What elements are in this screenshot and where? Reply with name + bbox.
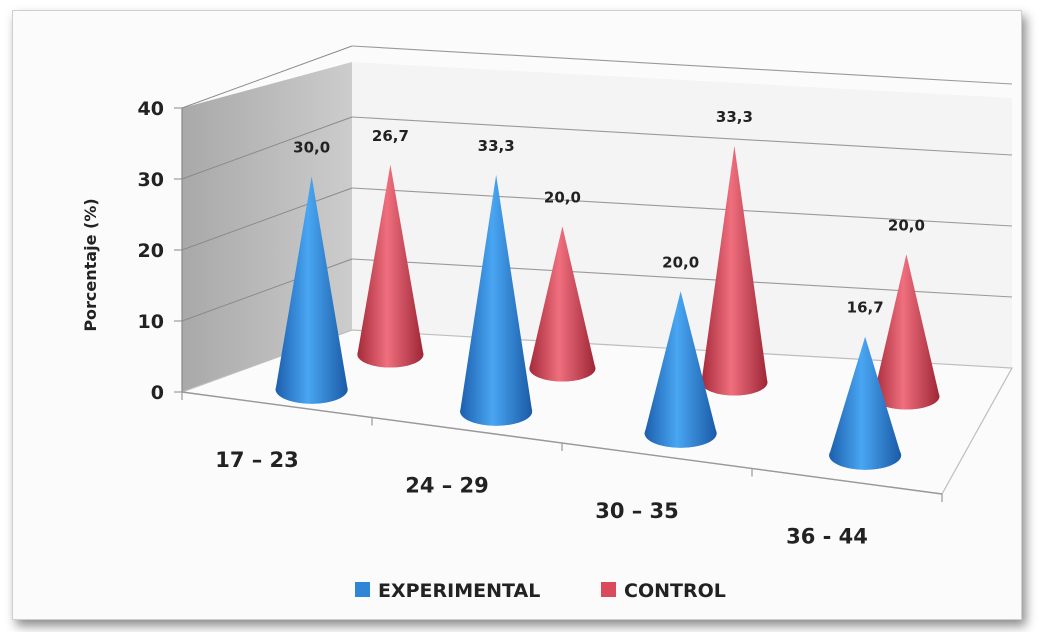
x-category-label: 24 – 29 [405, 473, 489, 497]
cone-experimental-1 [460, 174, 533, 426]
cone-body [529, 226, 596, 382]
legend-label-control: CONTROL [624, 580, 726, 602]
data-label: 16,7 [847, 299, 884, 317]
data-label: 30,0 [293, 138, 330, 156]
cone-body [275, 176, 348, 404]
x-category-label: 30 – 35 [595, 499, 679, 523]
legend-swatch-experimental [355, 582, 370, 597]
gridline-side [181, 116, 353, 180]
y-tick-label: 0 [151, 382, 164, 404]
y-axis-label: Porcentaje (%) [81, 198, 100, 331]
cone-body [644, 291, 717, 448]
cone-control-1 [529, 226, 596, 382]
y-tick-label: 10 [138, 311, 164, 333]
gridline [351, 116, 1013, 156]
gridline-side [181, 187, 353, 251]
data-label: 33,3 [716, 108, 753, 126]
data-label: 26,7 [372, 127, 409, 145]
data-label: 20,0 [662, 253, 699, 271]
cone-body [357, 164, 424, 368]
back-wall [352, 62, 1012, 368]
cone-experimental-2 [644, 291, 717, 448]
cone-body [701, 145, 768, 396]
y-tick-label: 20 [138, 240, 164, 262]
cone-body [829, 336, 902, 470]
gridlines [181, 45, 1013, 322]
cone-control-2 [701, 145, 768, 396]
cone-experimental-3 [829, 336, 902, 470]
cone-control-0 [357, 164, 424, 368]
cones [275, 145, 940, 470]
legend: EXPERIMENTAL CONTROL [355, 580, 726, 602]
gridline [351, 45, 1013, 85]
y-axis: 0 10 20 30 40 [138, 98, 183, 404]
gridline [351, 187, 1013, 227]
cone-body [873, 254, 940, 410]
cone-body [460, 174, 533, 426]
x-axis: 17 – 23 24 – 29 30 – 35 36 - 44 [181, 391, 943, 548]
y-tick-label: 40 [138, 98, 164, 120]
x-category-label: 17 – 23 [215, 448, 299, 472]
cone-experimental-0 [275, 176, 348, 404]
data-labels: 26,7 20,0 33,3 20,0 30,0 33,3 20,0 16,7 [293, 108, 925, 317]
x-category-label: 36 - 44 [786, 524, 868, 548]
data-label: 20,0 [544, 188, 581, 206]
y-tick-label: 30 [138, 169, 164, 191]
legend-label-experimental: EXPERIMENTAL [378, 580, 540, 602]
data-label: 33,3 [478, 137, 515, 155]
legend-swatch-control [601, 582, 616, 597]
cone-control-3 [873, 254, 940, 410]
gridline-side [181, 45, 353, 109]
data-label: 20,0 [888, 216, 925, 234]
